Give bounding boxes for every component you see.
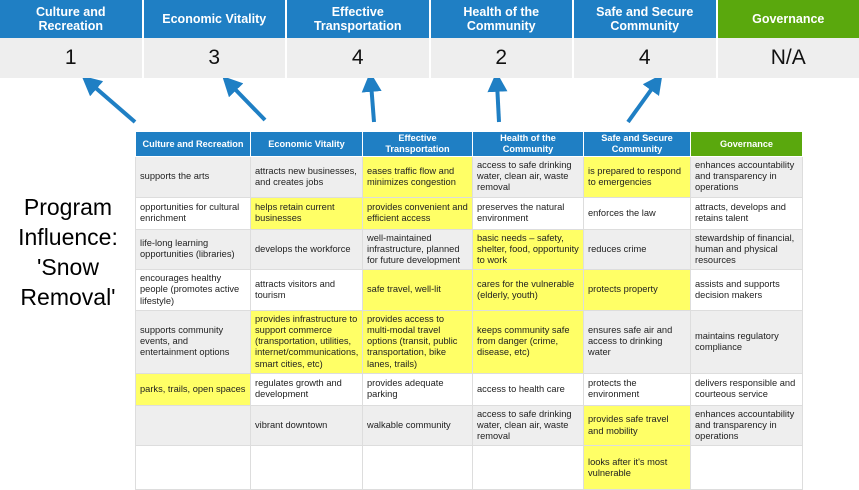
- matrix-cell-r0-c0: supports the arts: [136, 157, 251, 198]
- matrix-cell-r1-c2: provides convenient and efficient access: [363, 197, 473, 229]
- scorecard-value-2: 4: [287, 38, 431, 78]
- matrix-cell-r2-c1: develops the workforce: [251, 229, 363, 270]
- matrix-cell-r5-c1: regulates growth and development: [251, 373, 363, 405]
- scorecard-value-4: 4: [574, 38, 718, 78]
- matrix-cell-r3-c3: cares for the vulnerable (elderly, youth…: [473, 270, 584, 311]
- matrix-cell-r5-c3: access to health care: [473, 373, 584, 405]
- table-row: life-long learning opportunities (librar…: [136, 229, 803, 270]
- matrix-cell-r4-c1: provides infrastructure to support comme…: [251, 310, 363, 373]
- matrix-cell-r1-c1: helps retain current businesses: [251, 197, 363, 229]
- matrix-cell-r5-c0: parks, trails, open spaces: [136, 373, 251, 405]
- matrix-cell-r6-c1: vibrant downtown: [251, 405, 363, 446]
- matrix-cell-r6-c2: walkable community: [363, 405, 473, 446]
- matrix-cell-r3-c1: attracts visitors and tourism: [251, 270, 363, 311]
- matrix-cell-r6-c3: access to safe drinking water, clean air…: [473, 405, 584, 446]
- scorecard-header-1: Economic Vitality: [144, 0, 288, 38]
- scorecard-value-0: 1: [0, 38, 144, 78]
- caption-line-3: 'Snow: [2, 252, 134, 282]
- matrix-cell-r5-c5: delivers responsible and courteous servi…: [691, 373, 803, 405]
- matrix-cell-r5-c2: provides adequate parking: [363, 373, 473, 405]
- matrix-cell-r2-c0: life-long learning opportunities (librar…: [136, 229, 251, 270]
- matrix-cell-r3-c2: safe travel, well-lit: [363, 270, 473, 311]
- matrix-cell-r0-c3: access to safe drinking water, clean air…: [473, 157, 584, 198]
- matrix-cell-r2-c3: basic needs – safety, shelter, food, opp…: [473, 229, 584, 270]
- matrix-cell-r0-c4: is prepared to respond to emergencies: [584, 157, 691, 198]
- matrix-cell-r1-c3: preserves the natural environment: [473, 197, 584, 229]
- matrix-header-0: Culture and Recreation: [136, 132, 251, 157]
- matrix-cell-r2-c2: well-maintained infrastructure, planned …: [363, 229, 473, 270]
- matrix-cell-r4-c5: maintains regulatory compliance: [691, 310, 803, 373]
- program-influence-caption: Program Influence: 'Snow Removal': [2, 192, 134, 312]
- matrix-header-5: Governance: [691, 132, 803, 157]
- matrix-header-3: Health of the Community: [473, 132, 584, 157]
- matrix-cell-r0-c5: enhances accountability and transparency…: [691, 157, 803, 198]
- matrix-cell-r7-c3: [473, 446, 584, 490]
- matrix-cell-r7-c2: [363, 446, 473, 490]
- matrix-cell-r2-c4: reduces crime: [584, 229, 691, 270]
- matrix-cell-r7-c5: [691, 446, 803, 490]
- matrix-cell-r1-c0: opportunities for cultural enrichment: [136, 197, 251, 229]
- matrix-cell-r3-c4: protects property: [584, 270, 691, 311]
- matrix-header-4: Safe and Secure Community: [584, 132, 691, 157]
- caption-line-4: Removal': [2, 282, 134, 312]
- scorecard-header-0: Culture and Recreation: [0, 0, 144, 38]
- arrow-to-economic-vitality: [230, 84, 265, 120]
- scorecard-value-1: 3: [144, 38, 288, 78]
- scorecard-header-3: Health of the Community: [431, 0, 575, 38]
- scorecard-header-4: Safe and Secure Community: [574, 0, 718, 38]
- matrix-cell-r4-c0: supports community events, and entertain…: [136, 310, 251, 373]
- table-row: supports community events, and entertain…: [136, 310, 803, 373]
- matrix-cell-r7-c0: [136, 446, 251, 490]
- table-row: encourages healthy people (promotes acti…: [136, 270, 803, 311]
- scorecard-value-3: 2: [431, 38, 575, 78]
- matrix-cell-r1-c5: attracts, develops and retains talent: [691, 197, 803, 229]
- scorecard-header-5: Governance: [718, 0, 859, 38]
- matrix-header-2: Effective Transportation: [363, 132, 473, 157]
- matrix-cell-r4-c3: keeps community safe from danger (crime,…: [473, 310, 584, 373]
- matrix-cell-r6-c0: [136, 405, 251, 446]
- table-row: looks after it's most vulnerable: [136, 446, 803, 490]
- arrow-to-effective-transportation: [371, 83, 374, 122]
- matrix-cell-r0-c2: eases traffic flow and minimizes congest…: [363, 157, 473, 198]
- matrix-cell-r2-c5: stewardship of financial, human and phys…: [691, 229, 803, 270]
- caption-line-1: Program: [2, 192, 134, 222]
- matrix-cell-r4-c2: provides access to multi-modal travel op…: [363, 310, 473, 373]
- caption-line-2: Influence:: [2, 222, 134, 252]
- arrow-to-health-of-the-community: [497, 83, 499, 122]
- matrix-cell-r4-c4: ensures safe air and access to drinking …: [584, 310, 691, 373]
- matrix-cell-r3-c0: encourages healthy people (promotes acti…: [136, 270, 251, 311]
- scorecard-value-5: N/A: [718, 38, 859, 78]
- matrix-cell-r1-c4: enforces the law: [584, 197, 691, 229]
- matrix-cell-r7-c1: [251, 446, 363, 490]
- arrow-to-culture-and-recreation: [90, 83, 135, 122]
- matrix-cell-r5-c4: protects the environment: [584, 373, 691, 405]
- matrix-cell-r7-c4: looks after it's most vulnerable: [584, 446, 691, 490]
- matrix-header-1: Economic Vitality: [251, 132, 363, 157]
- arrow-to-safe-and-secure-community: [628, 83, 656, 122]
- matrix-cell-r6-c4: provides safe travel and mobility: [584, 405, 691, 446]
- matrix-cell-r0-c1: attracts new businesses, and creates job…: [251, 157, 363, 198]
- arrow-layer: [0, 78, 859, 133]
- matrix-cell-r3-c5: assists and supports decision makers: [691, 270, 803, 311]
- scorecard-header-2: Effective Transportation: [287, 0, 431, 38]
- matrix-cell-r6-c5: enhances accountability and transparency…: [691, 405, 803, 446]
